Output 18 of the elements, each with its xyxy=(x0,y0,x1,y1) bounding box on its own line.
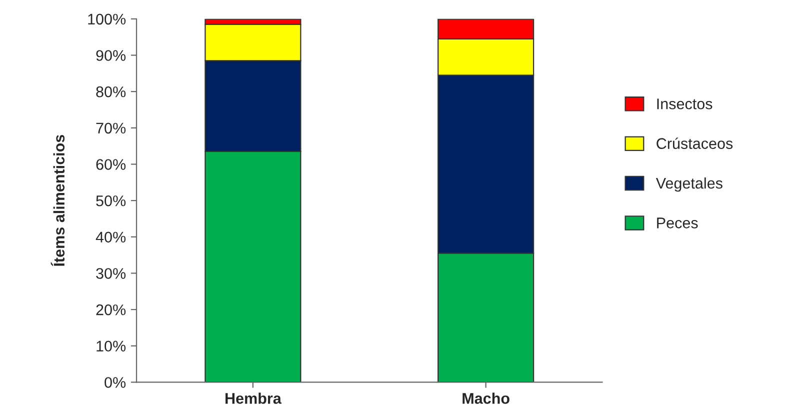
y-tick-label: 40% xyxy=(96,232,126,243)
y-tick-label: 80% xyxy=(96,86,126,98)
y-tick-label: 100% xyxy=(88,14,126,25)
y-tick-label: 10% xyxy=(96,340,126,352)
y-tick-label: 20% xyxy=(96,304,126,316)
x-tick-label: Hembra xyxy=(226,392,282,404)
y-tick-label: 0% xyxy=(104,377,126,388)
x-tick-label: Macho xyxy=(462,392,510,404)
y-tick-label: 90% xyxy=(96,50,126,61)
y-tick-label: 60% xyxy=(96,159,126,170)
y-tick-label: 30% xyxy=(96,268,126,279)
legend-label: Crústaceos xyxy=(656,138,733,149)
y-axis-title: Ítems alimenticios xyxy=(50,134,65,266)
legend-label: Vegetales xyxy=(656,177,722,192)
y-tick-label: 70% xyxy=(96,122,126,134)
legend-label: Insectos xyxy=(657,98,712,110)
y-tick-label: 50% xyxy=(96,195,126,206)
legend-label: Peces xyxy=(657,218,698,228)
